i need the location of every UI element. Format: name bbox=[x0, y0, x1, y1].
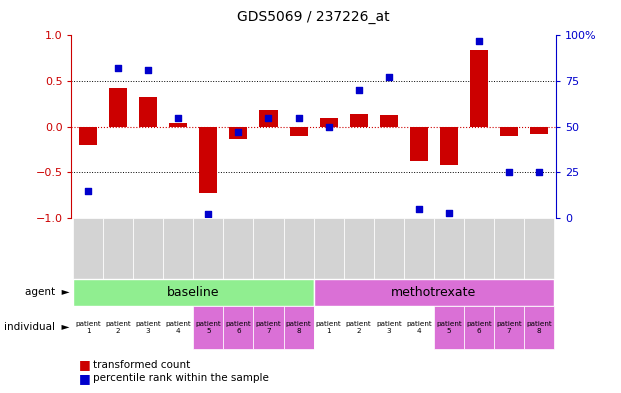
Text: ■: ■ bbox=[79, 372, 91, 385]
Text: patient
8: patient 8 bbox=[286, 321, 312, 334]
Bar bbox=[440, 127, 458, 165]
Bar bbox=[410, 127, 428, 162]
Point bbox=[474, 38, 484, 44]
Bar bbox=[289, 127, 307, 136]
Text: patient
3: patient 3 bbox=[135, 321, 161, 334]
Point bbox=[324, 123, 333, 130]
Text: patient
4: patient 4 bbox=[165, 321, 191, 334]
Text: transformed count: transformed count bbox=[93, 360, 190, 370]
Text: agent  ►: agent ► bbox=[25, 287, 70, 298]
Text: patient
7: patient 7 bbox=[496, 321, 522, 334]
Text: patient
2: patient 2 bbox=[105, 321, 131, 334]
Point bbox=[173, 114, 183, 121]
Text: patient
5: patient 5 bbox=[196, 321, 221, 334]
Text: individual  ►: individual ► bbox=[4, 322, 70, 332]
Text: patient
6: patient 6 bbox=[466, 321, 492, 334]
Point bbox=[113, 65, 123, 72]
Text: GDS5069 / 237226_at: GDS5069 / 237226_at bbox=[237, 10, 390, 24]
Text: ■: ■ bbox=[79, 358, 91, 371]
Text: percentile rank within the sample: percentile rank within the sample bbox=[93, 373, 269, 384]
Bar bbox=[169, 123, 188, 127]
Point bbox=[203, 211, 213, 218]
Text: baseline: baseline bbox=[167, 286, 219, 299]
Bar bbox=[350, 114, 368, 127]
Text: patient
1: patient 1 bbox=[315, 321, 342, 334]
Text: patient
1: patient 1 bbox=[75, 321, 101, 334]
Bar bbox=[320, 118, 338, 127]
Bar bbox=[109, 88, 127, 127]
Text: patient
5: patient 5 bbox=[436, 321, 462, 334]
Point bbox=[354, 87, 364, 94]
Text: patient
3: patient 3 bbox=[376, 321, 402, 334]
Point bbox=[444, 209, 454, 216]
Text: patient
8: patient 8 bbox=[527, 321, 552, 334]
Bar bbox=[380, 115, 398, 127]
Bar bbox=[139, 97, 157, 127]
Bar bbox=[229, 127, 247, 139]
Text: patient
2: patient 2 bbox=[346, 321, 371, 334]
Bar bbox=[199, 127, 217, 193]
Bar bbox=[500, 127, 518, 136]
Bar bbox=[79, 127, 97, 145]
Point bbox=[263, 114, 273, 121]
Point bbox=[143, 67, 153, 73]
Point bbox=[83, 187, 93, 194]
Point bbox=[294, 114, 304, 121]
Text: patient
6: patient 6 bbox=[225, 321, 252, 334]
Point bbox=[534, 169, 544, 176]
Point bbox=[233, 129, 243, 135]
Point bbox=[504, 169, 514, 176]
Bar bbox=[470, 50, 488, 127]
Text: patient
7: patient 7 bbox=[256, 321, 281, 334]
Text: patient
4: patient 4 bbox=[406, 321, 432, 334]
Bar bbox=[260, 110, 278, 127]
Text: methotrexate: methotrexate bbox=[391, 286, 476, 299]
Point bbox=[414, 206, 424, 212]
Point bbox=[384, 74, 394, 81]
Bar bbox=[530, 127, 548, 134]
